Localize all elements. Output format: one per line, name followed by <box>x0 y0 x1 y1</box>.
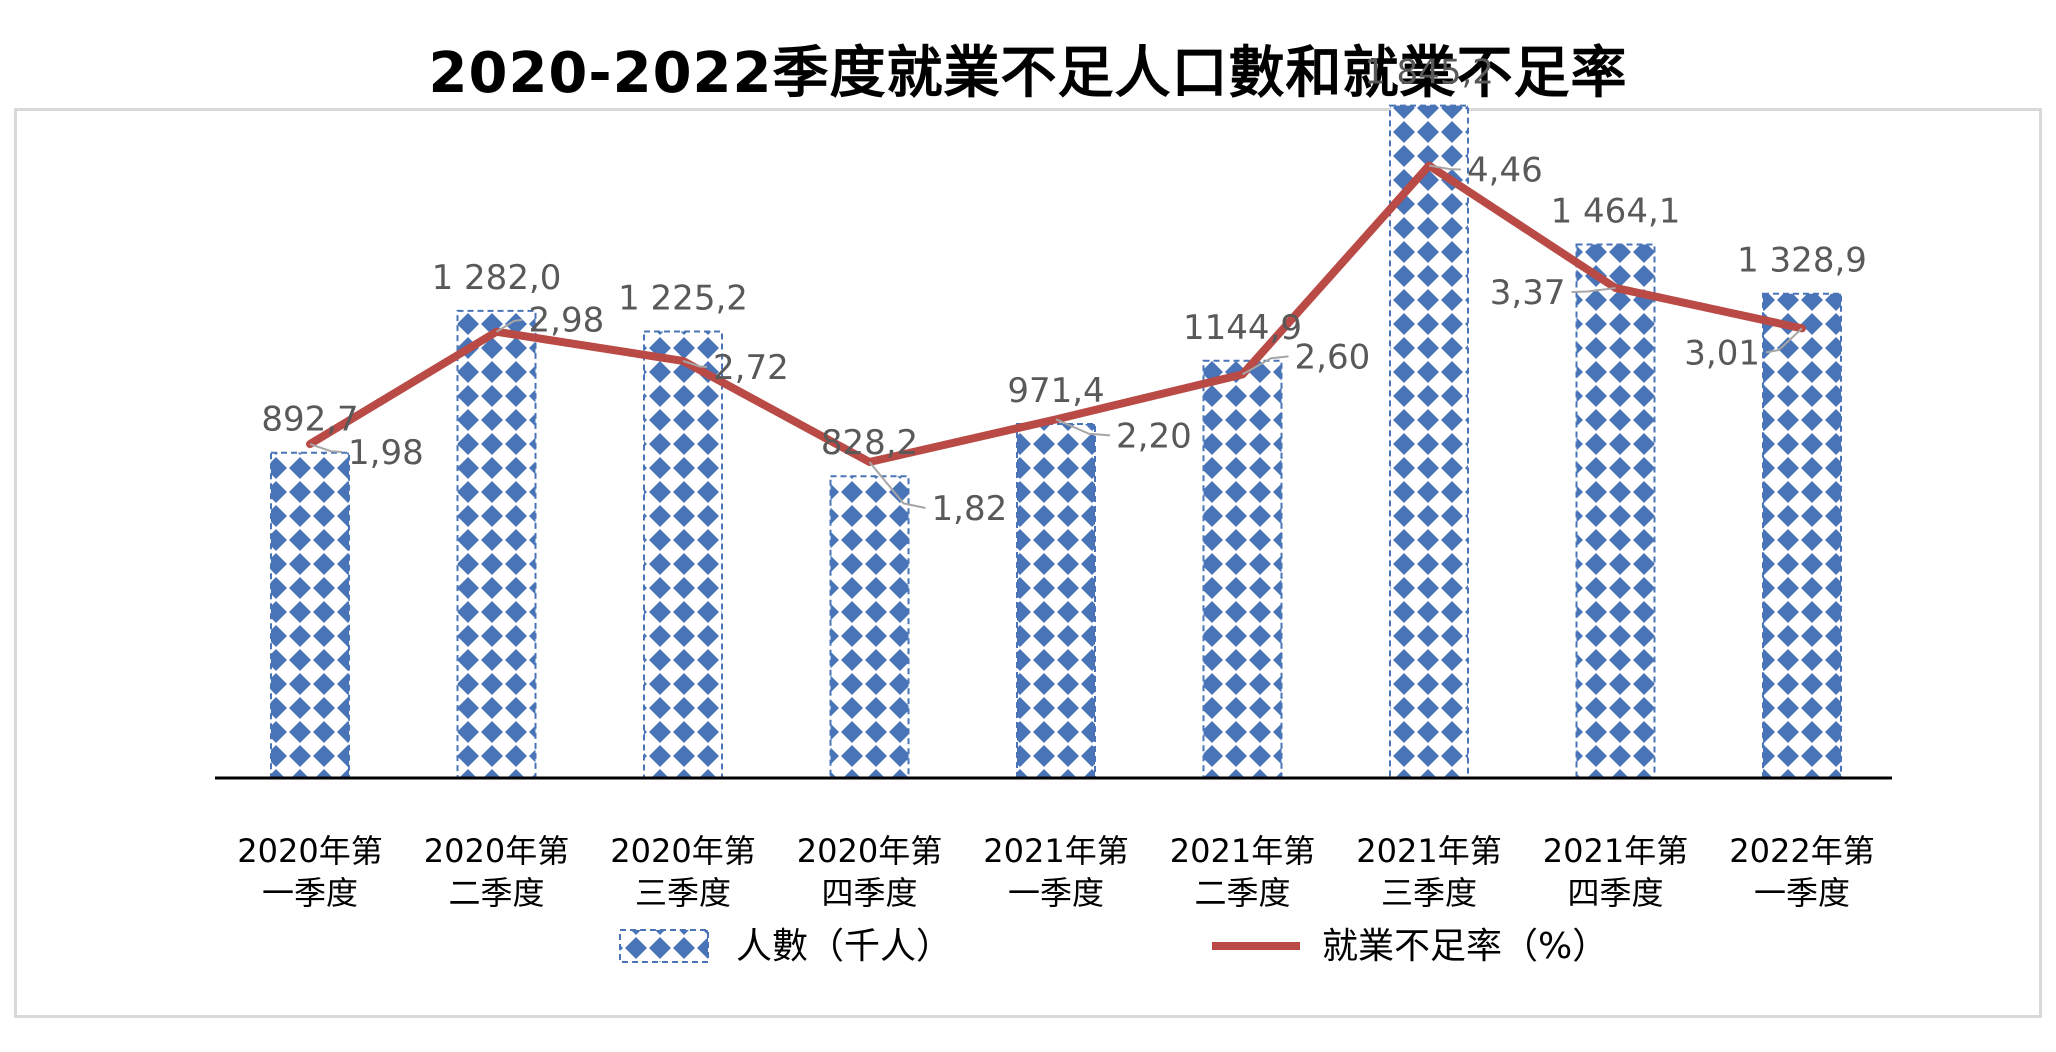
category-label-3-line2: 四季度 <box>821 874 917 912</box>
category-label-4-line2: 一季度 <box>1008 874 1104 912</box>
bar-value-label-7: 1 464,1 <box>1551 191 1681 231</box>
category-label-0-line1: 2020年第 <box>237 832 382 870</box>
rate-leader-line-0 <box>309 443 343 454</box>
category-label-6-line2: 三季度 <box>1381 874 1477 912</box>
bar-8 <box>1762 292 1842 779</box>
bar-value-label-0: 892,7 <box>261 400 358 440</box>
bar-0 <box>270 451 350 779</box>
bar-5 <box>1202 359 1283 779</box>
rate-leader-line-3 <box>868 461 926 509</box>
category-label-2-line2: 三季度 <box>635 874 731 912</box>
legend-line-label: 就業不足率（%） <box>1322 926 1608 967</box>
bar-value-label-5: 1144,9 <box>1183 308 1302 348</box>
category-label-1-line2: 二季度 <box>448 874 544 912</box>
rate-leader-line-5 <box>1242 355 1289 376</box>
category-label-3-line1: 2020年第 <box>797 832 942 870</box>
rate-value-label-0: 1,98 <box>348 433 424 473</box>
category-label-4-line1: 2021年第 <box>983 832 1128 870</box>
rate-leader-line-2 <box>682 359 708 368</box>
rate-value-label-5: 2,60 <box>1295 337 1371 377</box>
bar-3 <box>829 475 910 779</box>
rate-leader-line-8 <box>1765 327 1803 354</box>
category-label-7-line2: 四季度 <box>1567 874 1663 912</box>
rate-leader-line-7 <box>1571 286 1616 293</box>
rate-value-label-3: 1,82 <box>932 489 1008 529</box>
category-label-8-line1: 2022年第 <box>1729 832 1874 870</box>
bar-4 <box>1016 423 1096 779</box>
category-label-1-line1: 2020年第 <box>424 832 569 870</box>
rate-leader-line-4 <box>1055 418 1111 437</box>
bar-value-label-1: 1 282,0 <box>432 258 562 298</box>
bar-2 <box>643 330 723 779</box>
rate-leader-line-1 <box>495 318 523 333</box>
rate-leader-line-6 <box>1428 164 1462 171</box>
chart-title: 2020-2022季度就業不足人口數和就業不足率 <box>428 41 1628 106</box>
bar-value-label-4: 971,4 <box>1007 371 1104 411</box>
bar-1 <box>456 309 537 779</box>
category-label-2-line1: 2020年第 <box>610 832 755 870</box>
category-label-7-line1: 2021年第 <box>1543 832 1688 870</box>
rate-value-label-7: 3,37 <box>1490 273 1566 313</box>
category-label-8-line2: 一季度 <box>1754 874 1850 912</box>
rate-value-label-6: 4,46 <box>1467 151 1543 191</box>
category-label-0-line2: 一季度 <box>262 874 358 912</box>
chart-frame <box>14 108 2042 1018</box>
legend-bar-swatch <box>619 929 709 963</box>
category-label-5-line1: 2021年第 <box>1170 832 1315 870</box>
bar-value-label-2: 1 225,2 <box>618 279 748 319</box>
bar-value-label-3: 828,2 <box>821 423 918 463</box>
bar-6 <box>1389 104 1469 779</box>
bar-7 <box>1575 243 1656 780</box>
rate-value-label-8: 3,01 <box>1684 333 1760 373</box>
rate-value-label-2: 2,72 <box>713 348 789 388</box>
rate-value-label-4: 2,20 <box>1116 416 1192 456</box>
bar-value-label-8: 1 328,9 <box>1737 241 1867 281</box>
legend-bar-label: 人數（千人） <box>736 926 952 967</box>
rate-value-label-1: 2,98 <box>529 301 605 341</box>
bar-value-label-6: 1 845,2 <box>1364 53 1494 93</box>
category-label-5-line2: 二季度 <box>1194 874 1290 912</box>
category-label-6-line1: 2021年第 <box>1356 832 1501 870</box>
